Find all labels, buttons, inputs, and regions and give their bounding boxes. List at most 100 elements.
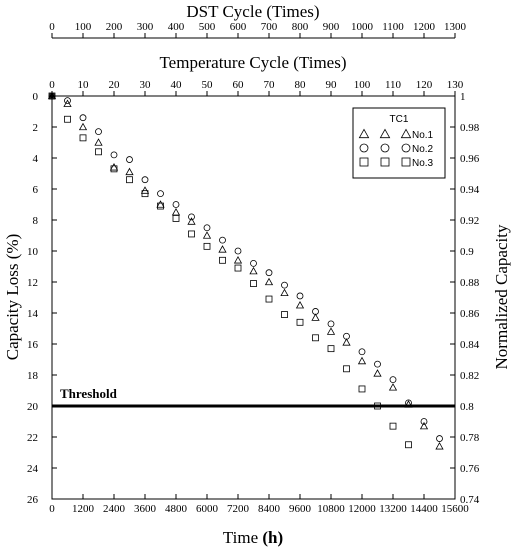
threshold-label: Threshold xyxy=(60,386,118,401)
legend-marker-no2 xyxy=(401,143,411,153)
y2-tick-label: 0.76 xyxy=(460,463,480,475)
x-tick-label: 2400 xyxy=(103,503,126,515)
legend-marker-no3 xyxy=(401,157,411,167)
data-point-no2 xyxy=(157,190,164,198)
x-axis-title-text: Time xyxy=(223,528,258,547)
data-point-no2 xyxy=(110,151,118,159)
data-point-no2 xyxy=(172,201,180,208)
data-point-no2 xyxy=(234,247,242,255)
x-tick-label: 12000 xyxy=(348,503,376,515)
temperature-cycle-tick-label: 60 xyxy=(233,79,245,91)
data-point-no3 xyxy=(327,345,335,353)
data-point-no1 xyxy=(202,231,212,239)
data-point-no3 xyxy=(172,215,180,222)
dst-cycle-tick-label: 300 xyxy=(137,21,154,33)
data-point-no2 xyxy=(358,348,366,356)
temperature-cycle-tick-label: 90 xyxy=(326,79,338,91)
temperature-cycle-tick-label: 50 xyxy=(202,79,214,91)
data-point-no3 xyxy=(405,441,412,449)
legend-entries: No.1 No.2 No.3 xyxy=(358,128,434,169)
y-tick-label: 16 xyxy=(27,339,39,351)
data-point-no3 xyxy=(95,148,102,156)
dst-cycle-tick-label: 100 xyxy=(75,21,92,33)
data-point-no2 xyxy=(203,224,211,232)
origin-point xyxy=(49,93,55,99)
x-tick-label: 7200 xyxy=(227,503,250,515)
y-tick-label: 12 xyxy=(27,277,38,289)
dst-cycle-tick-label: 200 xyxy=(106,21,123,33)
dst-cycle-tick-label: 700 xyxy=(261,21,278,33)
data-point-no2 xyxy=(64,97,71,105)
y-tick-label: 14 xyxy=(27,308,39,320)
x-axis-title: Time (h) xyxy=(223,528,283,547)
temperature-cycle-tick-label: 100 xyxy=(354,79,371,91)
temperature-cycle-tick-label: 80 xyxy=(295,79,307,91)
dst-cycle-tick-label: 0 xyxy=(49,21,55,33)
data-point-no1 xyxy=(218,245,227,253)
y2-tick-label: 0.8 xyxy=(460,401,474,413)
x-tick-label: 6000 xyxy=(196,503,219,515)
y2-tick-label: 0.88 xyxy=(460,277,480,289)
tick-labels: 0 1200 2400 3600 4800 6000 7200 8400 9600 10800 12… xyxy=(27,21,480,515)
x-tick-label: 14400 xyxy=(410,503,438,515)
data-point-no1 xyxy=(156,200,165,208)
temperature-cycle-tick-label: 20 xyxy=(109,79,121,91)
y2-tick-label: 0.82 xyxy=(460,370,479,382)
data-point-no1 xyxy=(342,338,351,346)
x-tick-label: 1200 xyxy=(72,503,95,515)
x-tick-label: 4800 xyxy=(165,503,188,515)
x-tick-label: 0 xyxy=(49,503,55,515)
data-point-no1 xyxy=(140,186,150,194)
dst-cycle-tick-label: 1100 xyxy=(382,21,404,33)
data-point-no3 xyxy=(343,365,350,373)
legend-marker-no2 xyxy=(359,143,369,153)
legend-label-no2: No.2 xyxy=(412,144,434,155)
data-point-no2 xyxy=(296,292,304,300)
x-tick-label: 9600 xyxy=(289,503,312,515)
x-tick-label: 15600 xyxy=(441,503,469,515)
data-point-no2 xyxy=(188,213,195,221)
data-point-no3 xyxy=(281,311,288,318)
y-tick-label: 24 xyxy=(27,463,39,475)
temperature-cycle-tick-label: 110 xyxy=(385,79,402,91)
y-tick-label: 26 xyxy=(27,494,39,506)
data-point-no2 xyxy=(250,259,257,267)
data-point-no2 xyxy=(95,128,102,136)
temperature-cycle-tick-label: 130 xyxy=(447,79,464,91)
data-point-no3 xyxy=(296,318,304,326)
data-point-no1 xyxy=(171,207,181,216)
y2-tick-label: 0.84 xyxy=(460,339,480,351)
y-tick-label: 18 xyxy=(27,370,39,382)
data-point-no3 xyxy=(48,92,56,100)
y-tick-label: 10 xyxy=(27,246,39,258)
data-point-no3 xyxy=(312,334,319,342)
dst-cycle-tick-label: 800 xyxy=(292,21,309,33)
data-point-no1 xyxy=(109,163,119,171)
data-point-no3 xyxy=(265,295,273,303)
data-point-no1 xyxy=(388,383,398,391)
data-point-no2 xyxy=(420,418,428,425)
data-point-no1 xyxy=(357,356,367,365)
temperature-cycle-tick-label: 10 xyxy=(78,79,90,91)
temperature-cycle-tick-label: 40 xyxy=(171,79,183,91)
data-point-no1 xyxy=(280,288,289,297)
data-points xyxy=(47,91,444,450)
x-tick-label: 10800 xyxy=(317,503,345,515)
data-point-no3 xyxy=(358,385,366,393)
legend-label-no1: No.1 xyxy=(412,130,434,141)
y-tick-label: 0 xyxy=(33,91,39,103)
y2-tick-label: 0.9 xyxy=(460,246,474,258)
y-tick-label: 20 xyxy=(27,401,39,413)
y-tick-label: 8 xyxy=(33,215,39,227)
dst-cycle-tick-label: 400 xyxy=(168,21,185,33)
data-point-no3 xyxy=(234,264,242,272)
data-point-no1 xyxy=(295,300,305,309)
data-point-no3 xyxy=(141,190,149,198)
x-axis-unit: (h) xyxy=(262,528,283,547)
data-point-no2 xyxy=(389,376,397,384)
data-point-no2 xyxy=(141,176,149,184)
data-point-no3 xyxy=(64,115,71,123)
temperature-cycle-tick-label: 0 xyxy=(49,79,55,91)
y2-tick-label: 0.98 xyxy=(460,122,480,134)
